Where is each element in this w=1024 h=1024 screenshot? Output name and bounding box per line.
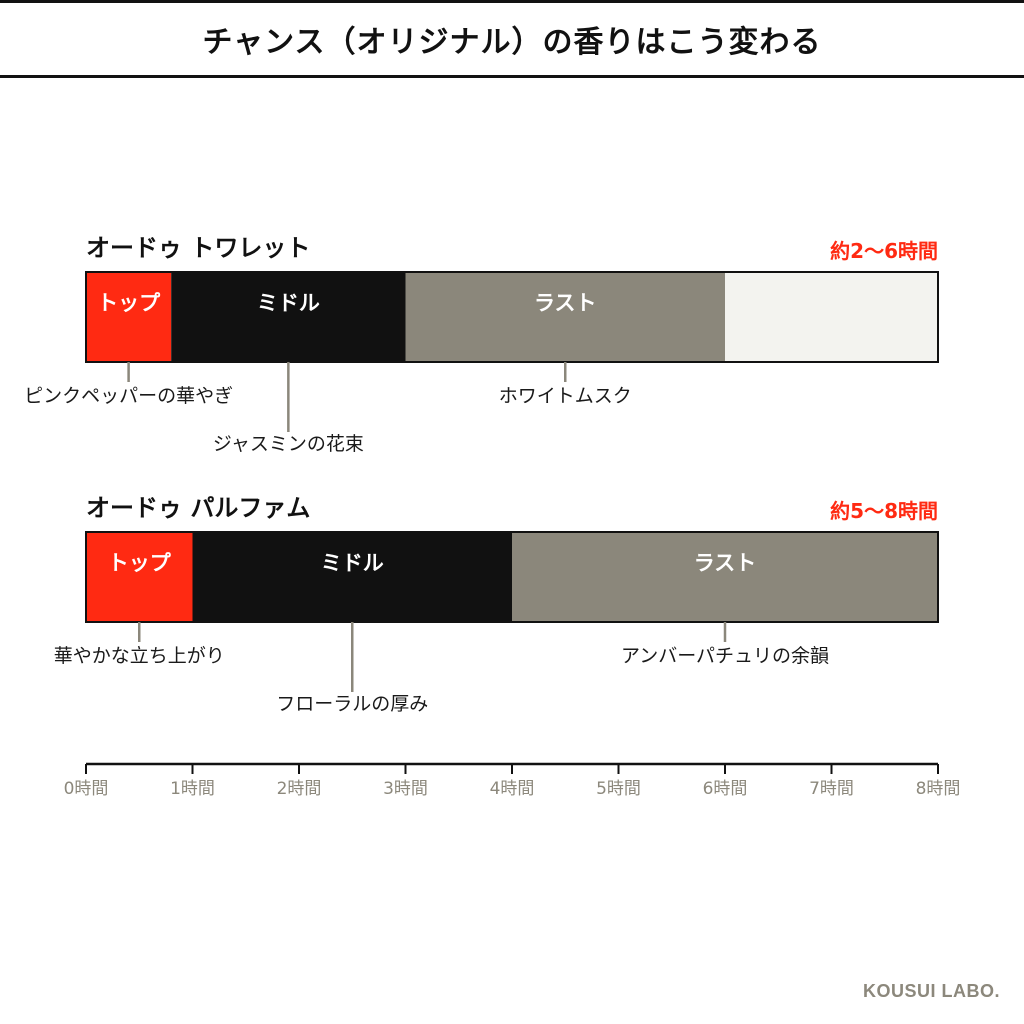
page-title: チャンス（オリジナル）の香りはこう変わる <box>202 25 822 60</box>
phase-bar-top <box>86 532 193 622</box>
annotation-label: フローラルの厚み <box>276 693 428 715</box>
x-tick-label: 8時間 <box>916 779 961 799</box>
phase-bar-last <box>512 532 938 622</box>
phase-label: ラスト <box>534 291 597 315</box>
x-tick-label: 0時間 <box>64 779 109 799</box>
phase-bar-top <box>86 272 172 362</box>
phase-bar-last <box>405 272 725 362</box>
phase-label: ラスト <box>694 551 757 575</box>
duration-label: 約2〜6時間 <box>830 239 938 263</box>
x-tick-label: 5時間 <box>596 779 641 799</box>
phase-bar-empty <box>725 272 938 362</box>
x-tick-label: 6時間 <box>703 779 748 799</box>
brand-logo-text: KOUSUI LABO. <box>862 981 1000 1001</box>
annotation-label: ジャスミンの花束 <box>213 433 364 455</box>
annotation-label: 華やかな立ち上がり <box>54 645 225 667</box>
annotation-label: ピンクペッパーの華やぎ <box>24 385 233 407</box>
x-tick-label: 3時間 <box>383 779 428 799</box>
series-name: オードゥ パルファム <box>86 494 310 522</box>
phase-label: ミドル <box>257 291 320 315</box>
annotation-label: ホワイトムスク <box>499 385 632 407</box>
bar-outline <box>85 271 939 363</box>
x-tick-label: 1時間 <box>170 779 215 799</box>
x-tick-label: 7時間 <box>809 779 854 799</box>
duration-label: 約5〜8時間 <box>830 499 938 523</box>
phase-label: トップ <box>108 551 172 575</box>
series-name: オードゥ トワレット <box>86 234 310 262</box>
phase-label: ミドル <box>321 551 384 575</box>
x-tick-label: 4時間 <box>490 779 535 799</box>
bar-outline <box>85 531 939 623</box>
phase-label: トップ <box>97 291 161 315</box>
title-bar: チャンス（オリジナル）の香りはこう変わる <box>0 0 1024 78</box>
x-tick-label: 2時間 <box>277 779 322 799</box>
annotation-label: アンバーパチュリの余韻 <box>621 645 829 667</box>
phase-bar-middle <box>192 532 512 622</box>
phase-bar-middle <box>171 272 406 362</box>
